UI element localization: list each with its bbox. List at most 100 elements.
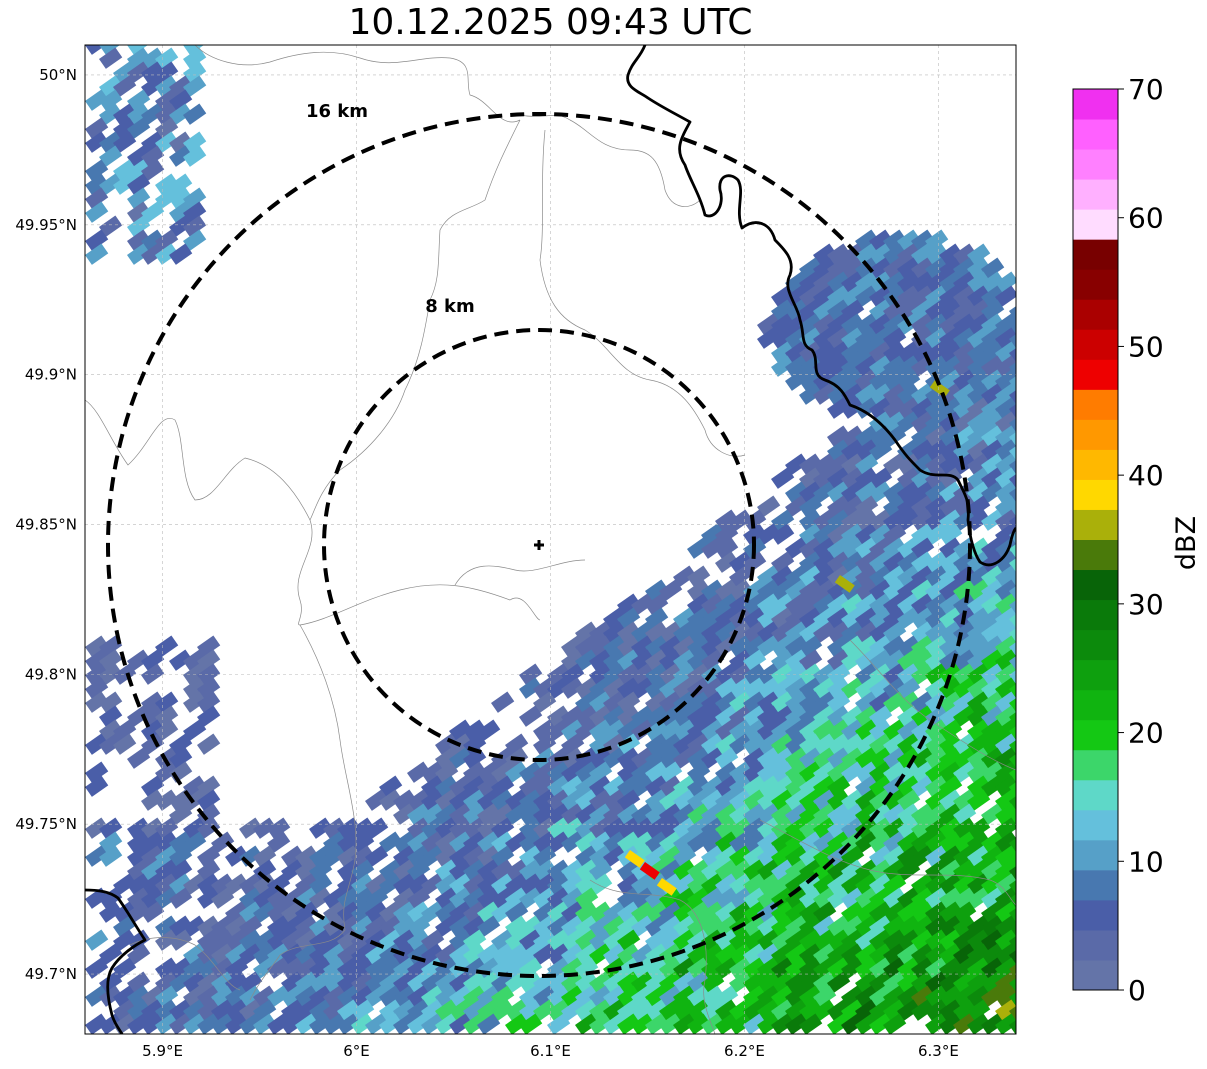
echo-cell (967, 453, 991, 475)
echo-cell (953, 873, 977, 895)
echo-cell (869, 299, 893, 321)
echo-cell (617, 901, 641, 923)
echo-cell (995, 677, 1016, 699)
echo-cell (743, 551, 767, 573)
echo-cell (799, 789, 823, 811)
echo-cell (813, 901, 837, 923)
echo-cell (841, 313, 865, 335)
echo-cell (981, 943, 1005, 965)
echo-cell (350, 873, 375, 895)
echo-cell (967, 1013, 991, 1034)
echo-cell (336, 845, 361, 867)
echo-cell (392, 873, 417, 895)
echo-cell (981, 551, 1005, 573)
echo-cell (435, 733, 459, 755)
echo-cell (827, 481, 851, 503)
echo-cell (715, 705, 739, 727)
echo-cell (434, 789, 459, 811)
echo-cell (238, 943, 263, 965)
echo-cell (911, 439, 935, 461)
echo-cell (995, 327, 1016, 349)
echo-cell (939, 579, 963, 601)
echo-cell (168, 957, 193, 979)
echo-cell (799, 873, 823, 895)
echo-cell (897, 593, 921, 615)
echo-cell (1009, 327, 1016, 349)
echo-cell (771, 873, 795, 895)
echo-cell (939, 355, 963, 377)
echo-cell (378, 929, 403, 951)
echo-cell (308, 985, 333, 1007)
echo-cell (743, 523, 767, 545)
echo-cell (182, 985, 207, 1007)
echo-cell (406, 887, 431, 909)
echo-cell (645, 649, 669, 671)
echo-cell (589, 845, 613, 867)
echo-cell (378, 915, 403, 937)
echo-cell (168, 859, 193, 881)
echo-cell (869, 481, 893, 503)
echo-cell (85, 733, 109, 755)
echo-cell (869, 607, 893, 629)
echo-cell (141, 131, 165, 153)
echo-cell (589, 873, 613, 895)
echo-cell (407, 789, 431, 811)
echo-cell (981, 565, 1005, 587)
echo-cell (169, 173, 193, 195)
echo-cell (855, 915, 879, 937)
echo-cell (855, 495, 879, 517)
lon-tick-label: 6.1°E (530, 1042, 571, 1060)
echo-cell (715, 901, 739, 923)
echo-cell (953, 593, 977, 615)
echo-cell (365, 1013, 389, 1034)
echo-cell (617, 915, 641, 937)
echo-cell (883, 593, 907, 615)
echo-cell (617, 677, 641, 699)
echo-cell (154, 103, 179, 125)
echo-cell (729, 579, 753, 601)
echo-cell (1009, 481, 1016, 503)
echo-cell (589, 999, 613, 1021)
echo-cell (113, 663, 137, 685)
echo-cell (771, 789, 795, 811)
echo-cell (841, 551, 865, 573)
echo-cell (406, 901, 431, 923)
echo-cell (715, 831, 739, 853)
echo-cell (617, 957, 641, 979)
echo-cell (897, 383, 921, 405)
echo-cell (183, 187, 207, 209)
echo-cell (953, 999, 977, 1021)
echo-cell (99, 649, 123, 671)
echo-cell (98, 985, 123, 1007)
echo-cell (855, 985, 879, 1007)
echo-cell (154, 999, 179, 1021)
admin-boundary-line (849, 639, 1016, 771)
echo-cell (883, 691, 907, 713)
echo-cell (631, 901, 655, 923)
echo-cell (309, 971, 333, 993)
echo-cell (785, 537, 809, 559)
echo-cell (617, 649, 641, 671)
echo-cell (995, 775, 1016, 797)
echo-cell (841, 733, 865, 755)
echo-cell (771, 1013, 795, 1034)
echo-cell (407, 845, 431, 867)
echo-cell (673, 831, 697, 853)
echo-cell (897, 957, 921, 979)
echo-cell (925, 229, 949, 251)
echo-cell (981, 887, 1005, 909)
echo-cell (490, 999, 515, 1021)
echo-cell (729, 999, 753, 1021)
echo-cell (238, 985, 263, 1007)
echo-cell (911, 705, 935, 727)
echo-cell (337, 1013, 361, 1034)
echo-cell (673, 649, 697, 671)
echo-cell (141, 61, 165, 83)
echo-cell (533, 789, 557, 811)
echo-cell (785, 705, 809, 727)
echo-cell (687, 915, 711, 937)
echo-cell (420, 901, 445, 923)
echo-cell (953, 579, 977, 601)
echo-cell (827, 621, 851, 643)
